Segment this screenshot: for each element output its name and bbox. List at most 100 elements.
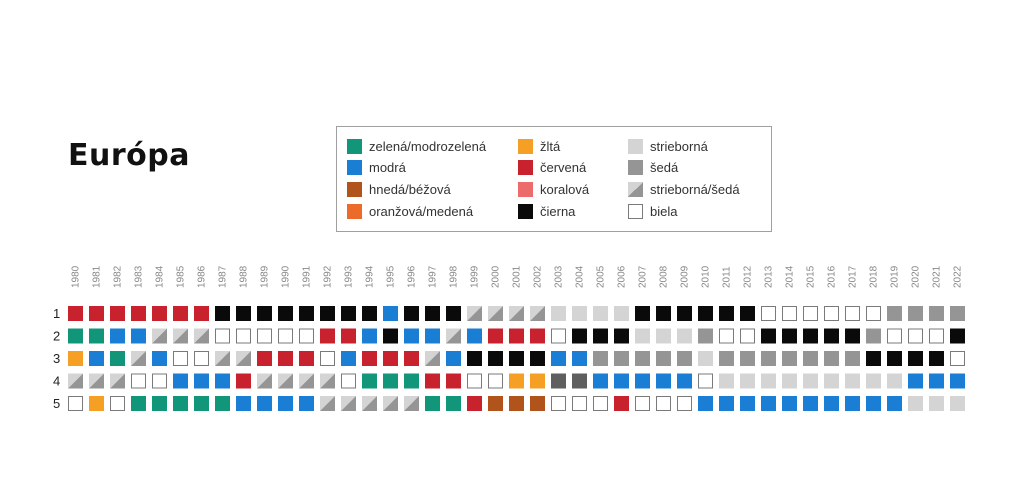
- grid-cell-silver: [782, 373, 797, 389]
- grid-cell-green: [446, 396, 461, 411]
- grid-cell-red: [446, 373, 461, 389]
- grid-cell-blue: [908, 373, 923, 389]
- grid-cell-brown: [488, 396, 503, 411]
- grid-cell-white: [740, 328, 755, 344]
- grid-cell-blue: [803, 396, 818, 411]
- grid-cell-black: [383, 328, 398, 344]
- grid-cell-silver: [824, 373, 839, 389]
- grid-cell-silver: [908, 396, 923, 411]
- legend-swatch-coral: [518, 181, 533, 197]
- grid-cell-blue: [950, 373, 965, 389]
- grid-cell-white: [257, 328, 272, 344]
- grid-cell-silver: [572, 306, 587, 321]
- grid-cell-white: [887, 328, 902, 344]
- grid-cell-white: [572, 396, 587, 411]
- grid-cell-red: [320, 328, 335, 344]
- grid-cell-silvergray: [425, 351, 440, 366]
- year-label: 2017: [848, 265, 859, 288]
- grid-cell-gray: [614, 351, 629, 366]
- grid-cell-black: [803, 328, 818, 344]
- grid-cell-gray: [803, 351, 818, 366]
- grid-cell-white: [845, 306, 860, 321]
- grid-cell-white: [593, 396, 608, 411]
- grid-cell-black: [698, 306, 713, 321]
- grid-cell-white: [698, 373, 713, 389]
- grid-cell-blue: [719, 396, 734, 411]
- legend-swatch-black: [518, 203, 533, 219]
- grid-cell-silvergray: [467, 306, 482, 321]
- grid-cell-black: [887, 351, 902, 366]
- year-label: 1996: [407, 265, 418, 288]
- legend-item-green: zelená/modrozelená: [347, 138, 486, 154]
- grid-cell-blue: [866, 396, 881, 411]
- grid-cell-white: [68, 396, 83, 411]
- year-label: 2019: [890, 265, 901, 288]
- legend-swatch-silver: [628, 138, 643, 154]
- grid-cell-silvergray: [341, 396, 356, 411]
- grid-cell-white: [866, 306, 881, 321]
- grid-cell-black: [278, 306, 293, 321]
- grid-cell-green: [404, 373, 419, 389]
- grid-cell-silvergray: [509, 306, 524, 321]
- grid-cell-white: [929, 328, 944, 344]
- grid-cell-silvergray: [215, 351, 230, 366]
- year-label: 2009: [680, 265, 691, 288]
- year-label: 1997: [428, 265, 439, 288]
- grid-cell-white: [320, 351, 335, 366]
- grid-cell-blue: [698, 396, 713, 411]
- grid-cell-green: [131, 396, 146, 411]
- legend-item-blue: modrá: [347, 159, 406, 175]
- legend-label: čierna: [540, 203, 576, 219]
- grid-cell-red: [131, 306, 146, 321]
- grid-cell-black: [824, 328, 839, 344]
- legend-label: koralová: [540, 181, 590, 197]
- year-label: 1985: [176, 265, 187, 288]
- legend-label: strieborná/šedá: [650, 181, 740, 197]
- year-label: 1991: [302, 265, 313, 288]
- grid-cell-silver: [551, 306, 566, 321]
- grid-cell-black: [488, 351, 503, 366]
- year-label: 2005: [596, 265, 607, 288]
- legend-item-silver: strieborná: [628, 138, 708, 154]
- year-label: 2012: [743, 265, 754, 288]
- grid-cell-white: [194, 351, 209, 366]
- grid-cell-red: [110, 306, 125, 321]
- grid-cell-black: [761, 328, 776, 344]
- grid-cell-white: [488, 373, 503, 389]
- grid-cell-silver: [614, 306, 629, 321]
- grid-cell-blue: [782, 396, 797, 411]
- grid-cell-blue: [278, 396, 293, 411]
- grid-cell-black: [950, 328, 965, 344]
- grid-cell-white: [950, 351, 965, 366]
- year-label: 1984: [155, 265, 166, 288]
- grid-cell-black: [845, 328, 860, 344]
- grid-cell-black: [782, 328, 797, 344]
- grid-cell-yellow: [509, 373, 524, 389]
- grid-cell-silvergray: [320, 373, 335, 389]
- grid-cell-blue: [656, 373, 671, 389]
- grid-cell-blue: [362, 328, 377, 344]
- year-label: 1989: [260, 265, 271, 288]
- grid-cell-silvergray: [299, 373, 314, 389]
- grid-cell-blue: [761, 396, 776, 411]
- grid-cell-white: [635, 396, 650, 411]
- grid-cell-gray: [929, 306, 944, 321]
- grid-cell-white: [824, 306, 839, 321]
- legend-item-coral: koralová: [518, 181, 589, 197]
- grid-cell-black: [614, 328, 629, 344]
- year-label: 2002: [533, 265, 544, 288]
- grid-cell-silvergray: [110, 373, 125, 389]
- grid-cell-black: [446, 306, 461, 321]
- grid-cell-blue: [89, 351, 104, 366]
- year-label: 1994: [365, 265, 376, 288]
- legend-item-silvergray: strieborná/šedá: [628, 181, 740, 197]
- grid-cell-red: [509, 328, 524, 344]
- grid-cell-red: [236, 373, 251, 389]
- grid-cell-white: [719, 328, 734, 344]
- grid-cell-white: [803, 306, 818, 321]
- legend-label: biela: [650, 203, 678, 219]
- grid-cell-silvergray: [131, 351, 146, 366]
- year-label: 1988: [239, 265, 250, 288]
- year-label: 2022: [953, 265, 964, 288]
- year-label: 2014: [785, 265, 796, 288]
